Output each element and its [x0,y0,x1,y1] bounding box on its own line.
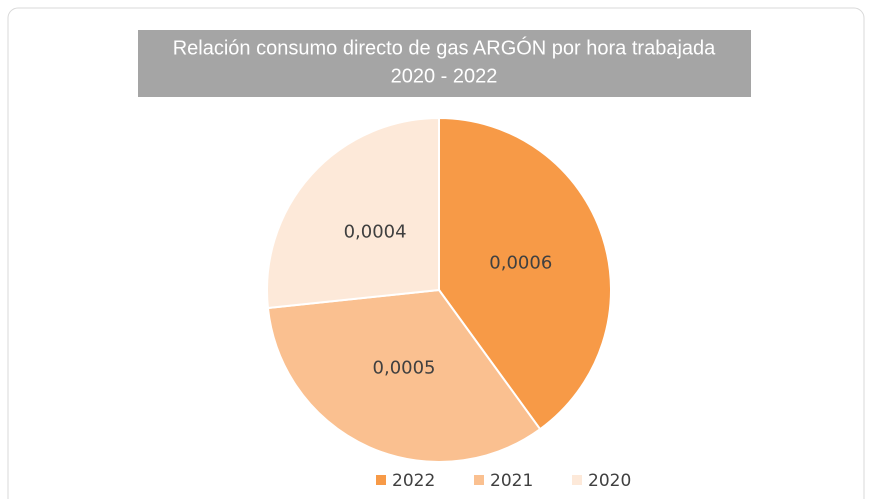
pie-slice [438,116,612,431]
legend-label: 2022 [392,471,435,491]
legend-swatch [376,475,386,485]
title-box [138,30,751,97]
data-label: 0,0005 [373,358,436,379]
pie-slice [266,116,440,310]
legend-label: 2020 [588,471,631,491]
chart-title: Relación consumo directo de gas ARGÓN po… [173,36,716,59]
legend-swatch [572,475,582,485]
chart-subtitle: 2020 - 2022 [391,65,498,87]
legend-swatch [474,475,484,485]
data-label: 0,0004 [344,221,407,242]
pie-slice [266,288,542,463]
data-label: 0,0006 [489,252,552,273]
legend-label: 2021 [490,471,533,491]
